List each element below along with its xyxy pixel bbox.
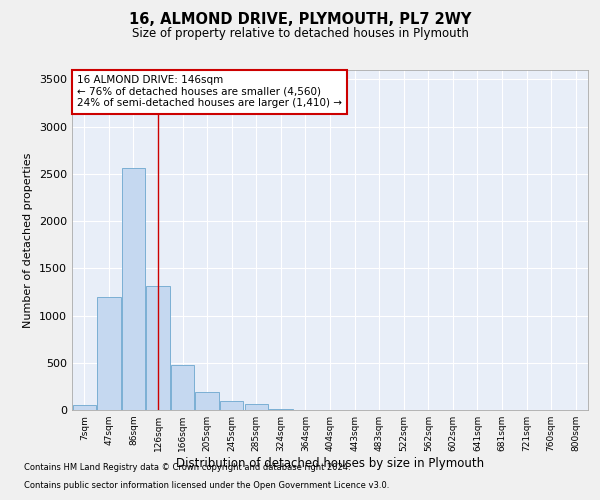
Bar <box>269 409 293 410</box>
Bar <box>73 406 96 410</box>
Y-axis label: Number of detached properties: Number of detached properties <box>23 152 34 328</box>
X-axis label: Distribution of detached houses by size in Plymouth: Distribution of detached houses by size … <box>176 457 484 470</box>
Bar <box>196 392 219 410</box>
Bar <box>122 168 145 410</box>
Text: Contains HM Land Registry data © Crown copyright and database right 2024.: Contains HM Land Registry data © Crown c… <box>24 464 350 472</box>
Text: 16 ALMOND DRIVE: 146sqm
← 76% of detached houses are smaller (4,560)
24% of semi: 16 ALMOND DRIVE: 146sqm ← 76% of detache… <box>77 75 342 108</box>
Bar <box>146 286 170 410</box>
Text: 16, ALMOND DRIVE, PLYMOUTH, PL7 2WY: 16, ALMOND DRIVE, PLYMOUTH, PL7 2WY <box>129 12 471 28</box>
Text: Size of property relative to detached houses in Plymouth: Size of property relative to detached ho… <box>131 28 469 40</box>
Bar <box>245 404 268 410</box>
Bar <box>97 296 121 410</box>
Bar <box>220 400 244 410</box>
Text: Contains public sector information licensed under the Open Government Licence v3: Contains public sector information licen… <box>24 481 389 490</box>
Bar <box>171 364 194 410</box>
